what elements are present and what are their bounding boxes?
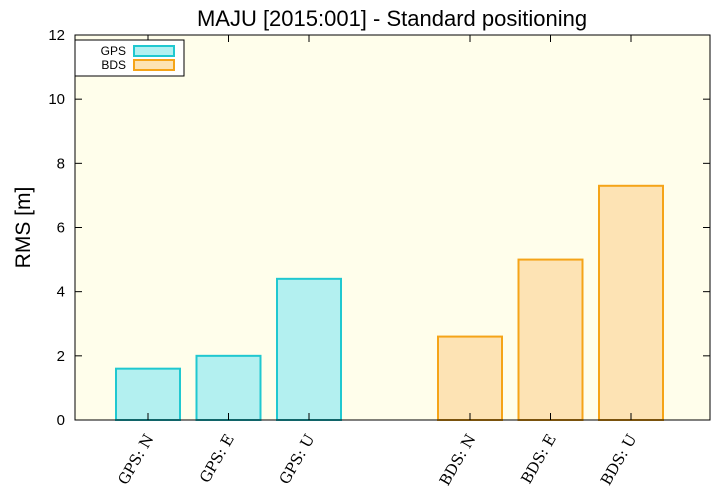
x-tick-label: GPS: U bbox=[275, 431, 318, 487]
y-tick-label: 2 bbox=[57, 348, 65, 365]
x-tick-label: BDS: E bbox=[517, 431, 560, 487]
bar-bds-e bbox=[517, 258, 584, 422]
y-tick-label: 4 bbox=[57, 284, 65, 301]
bar-gps-n bbox=[115, 367, 181, 421]
legend-label-gps: GPS bbox=[101, 44, 126, 58]
y-tick-label: 0 bbox=[57, 412, 65, 429]
x-tick-label: BDS: U bbox=[597, 431, 640, 488]
y-tick-label: 8 bbox=[57, 155, 65, 172]
y-tick-label: 6 bbox=[57, 220, 65, 237]
legend-label-bds: BDS bbox=[101, 58, 126, 72]
x-tick-label: BDS: N bbox=[436, 431, 480, 489]
bar-gps-e bbox=[195, 354, 262, 422]
x-tick-label: GPS: N bbox=[114, 431, 157, 488]
y-tick-label: 10 bbox=[48, 91, 65, 108]
y-axis: 0 2 4 6 8 10 12 bbox=[48, 27, 710, 429]
bar-gps-u bbox=[276, 277, 342, 422]
bar-bds-n bbox=[437, 335, 503, 422]
bars-group bbox=[115, 184, 664, 422]
bar-bds-u bbox=[598, 184, 664, 421]
legend-swatch-gps bbox=[133, 45, 175, 57]
y-axis-label: RMS [m] bbox=[12, 187, 35, 269]
x-tick-label: GPS: E bbox=[196, 431, 238, 486]
legend-swatch-bds bbox=[133, 59, 175, 71]
y-tick-label: 12 bbox=[48, 27, 65, 44]
chart-title: MAJU [2015:001] - Standard positioning bbox=[197, 6, 587, 31]
